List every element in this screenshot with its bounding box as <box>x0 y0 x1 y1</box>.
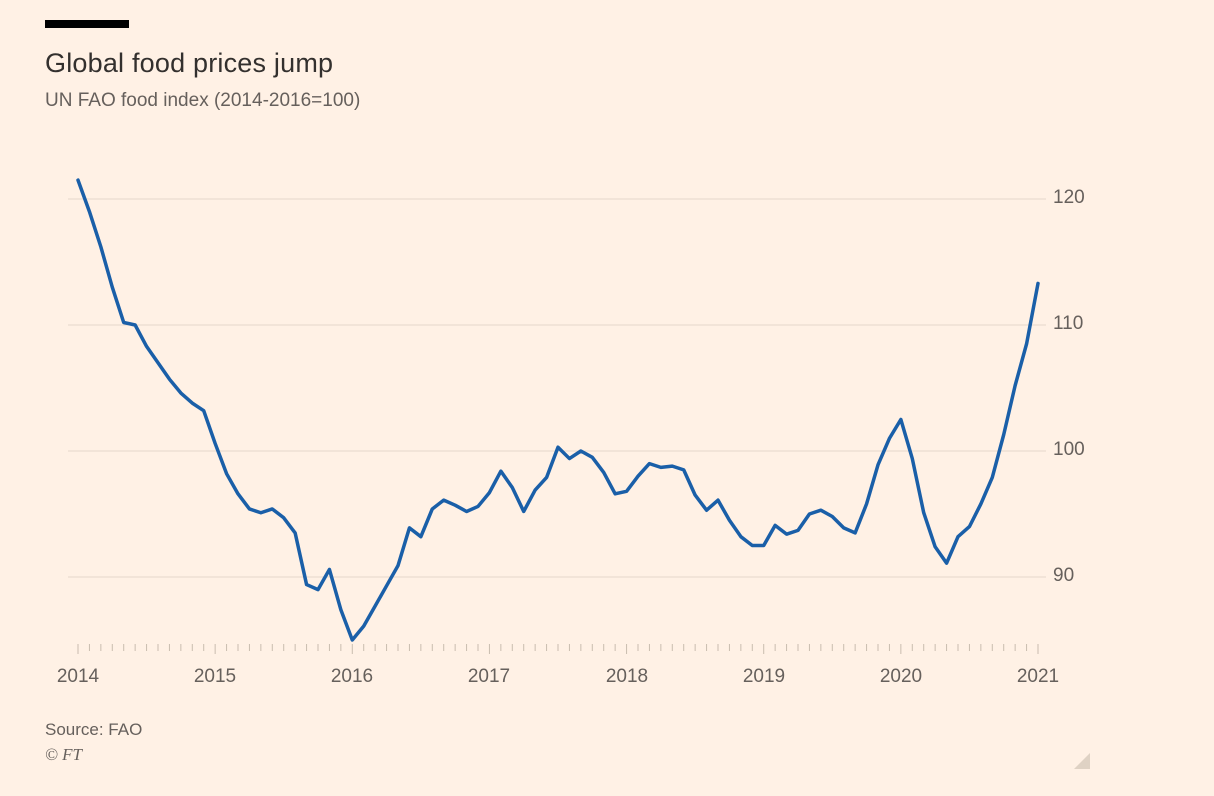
x-axis-label: 2015 <box>193 666 237 687</box>
ft-copyright: © FT <box>45 745 83 764</box>
x-axis-label: 2019 <box>742 666 786 687</box>
x-axis-label: 2016 <box>330 666 374 687</box>
source-label: Source: FAO <box>45 720 143 739</box>
y-axis-label: 100 <box>1053 439 1085 460</box>
chart-subtitle: UN FAO food index (2014-2016=100) <box>45 90 361 111</box>
x-axis-label: 2017 <box>467 666 511 687</box>
series-line <box>76 178 1040 642</box>
gridlines <box>68 198 1046 578</box>
chart-title: Global food prices jump <box>45 48 334 78</box>
x-axis-label: 2020 <box>879 666 923 687</box>
title-accent-bar <box>45 20 129 28</box>
x-axis-ticks <box>77 644 1039 654</box>
resize-handle-icon[interactable] <box>1074 753 1090 769</box>
x-axis-label: 2021 <box>1016 666 1060 687</box>
y-axis-label: 110 <box>1053 313 1084 334</box>
y-axis-label: 90 <box>1053 565 1075 586</box>
x-axis-label: 2018 <box>605 666 649 687</box>
x-axis-label: 2014 <box>56 666 100 687</box>
y-axis-label: 120 <box>1053 187 1085 208</box>
